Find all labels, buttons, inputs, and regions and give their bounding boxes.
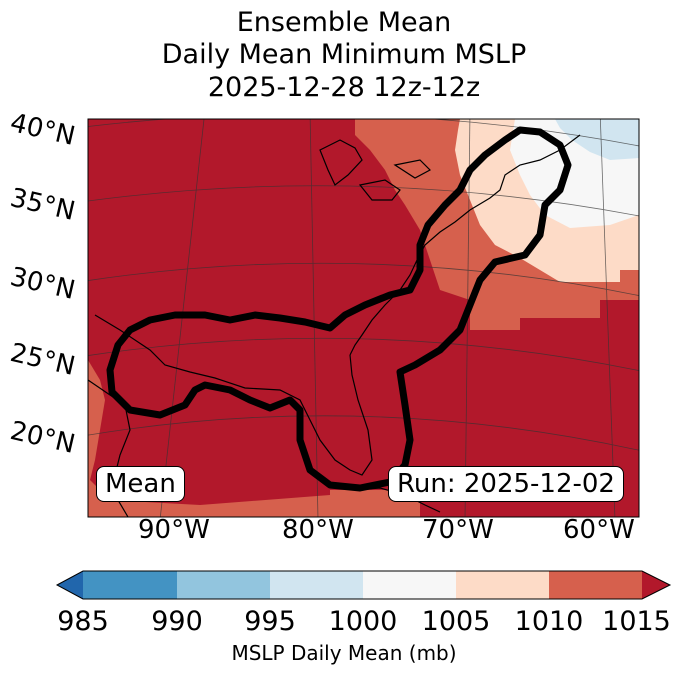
mean-badge: Mean (96, 466, 185, 502)
parallel-30n (88, 262, 639, 297)
mslp-fill-990-995 (555, 119, 639, 160)
atlantic-coast (417, 134, 581, 259)
parallel-20n (88, 415, 639, 451)
colorbar-tick-990: 990 (151, 606, 203, 637)
meridian-60w (599, 119, 616, 517)
great-lakes-3 (393, 159, 431, 179)
colorbar (55, 570, 672, 600)
lon-label-70w: 70°W (422, 515, 494, 545)
colorbar-tick-1000: 1000 (328, 606, 398, 637)
colorbar-segment-995-1000 (270, 571, 363, 599)
graticule (88, 119, 639, 517)
colorbar-tick-1015: 1015 (602, 606, 671, 637)
colorbar-segment-1005-1010 (456, 571, 549, 599)
run-date-badge: Run: 2025-12-02 (388, 466, 624, 502)
colorbar-segment-1010-1015 (549, 571, 642, 599)
colorbar-tick-1005: 1005 (421, 606, 491, 637)
colorbar-label: MSLP Daily Mean (mb) (231, 641, 457, 665)
florida-east (349, 257, 419, 356)
colorbar-segment-985-990 (83, 571, 177, 599)
colorbar-segment-1000-1005 (363, 571, 456, 599)
parallel-40n (88, 119, 639, 147)
meridian-80w (309, 119, 319, 517)
lon-label-80w: 80°W (282, 515, 354, 545)
great-lakes-2 (358, 179, 401, 201)
title-line-1: Ensemble Mean (236, 7, 452, 38)
lon-label-90w: 90°W (138, 515, 210, 545)
map-frame (87, 118, 640, 518)
parallel-35n (88, 185, 639, 217)
colorbar-tick-985: 985 (57, 606, 109, 637)
great-lakes-1 (319, 139, 363, 186)
colorbar-tick-995: 995 (244, 606, 296, 637)
highlight-contour (106, 126, 572, 492)
colorbar-segment-990-995 (177, 571, 270, 599)
colorbar-outline (55, 570, 672, 600)
colorbar-extend-low (57, 571, 83, 599)
gulf-coast (94, 314, 373, 476)
title-line-3: 2025-12-28 12z-12z (207, 72, 481, 103)
lon-label-60w: 60°W (563, 515, 635, 545)
title-line-2: Daily Mean Minimum MSLP (161, 39, 527, 70)
colorbar-tick-1010: 1010 (514, 606, 584, 637)
colorbar-extend-high (642, 571, 670, 599)
